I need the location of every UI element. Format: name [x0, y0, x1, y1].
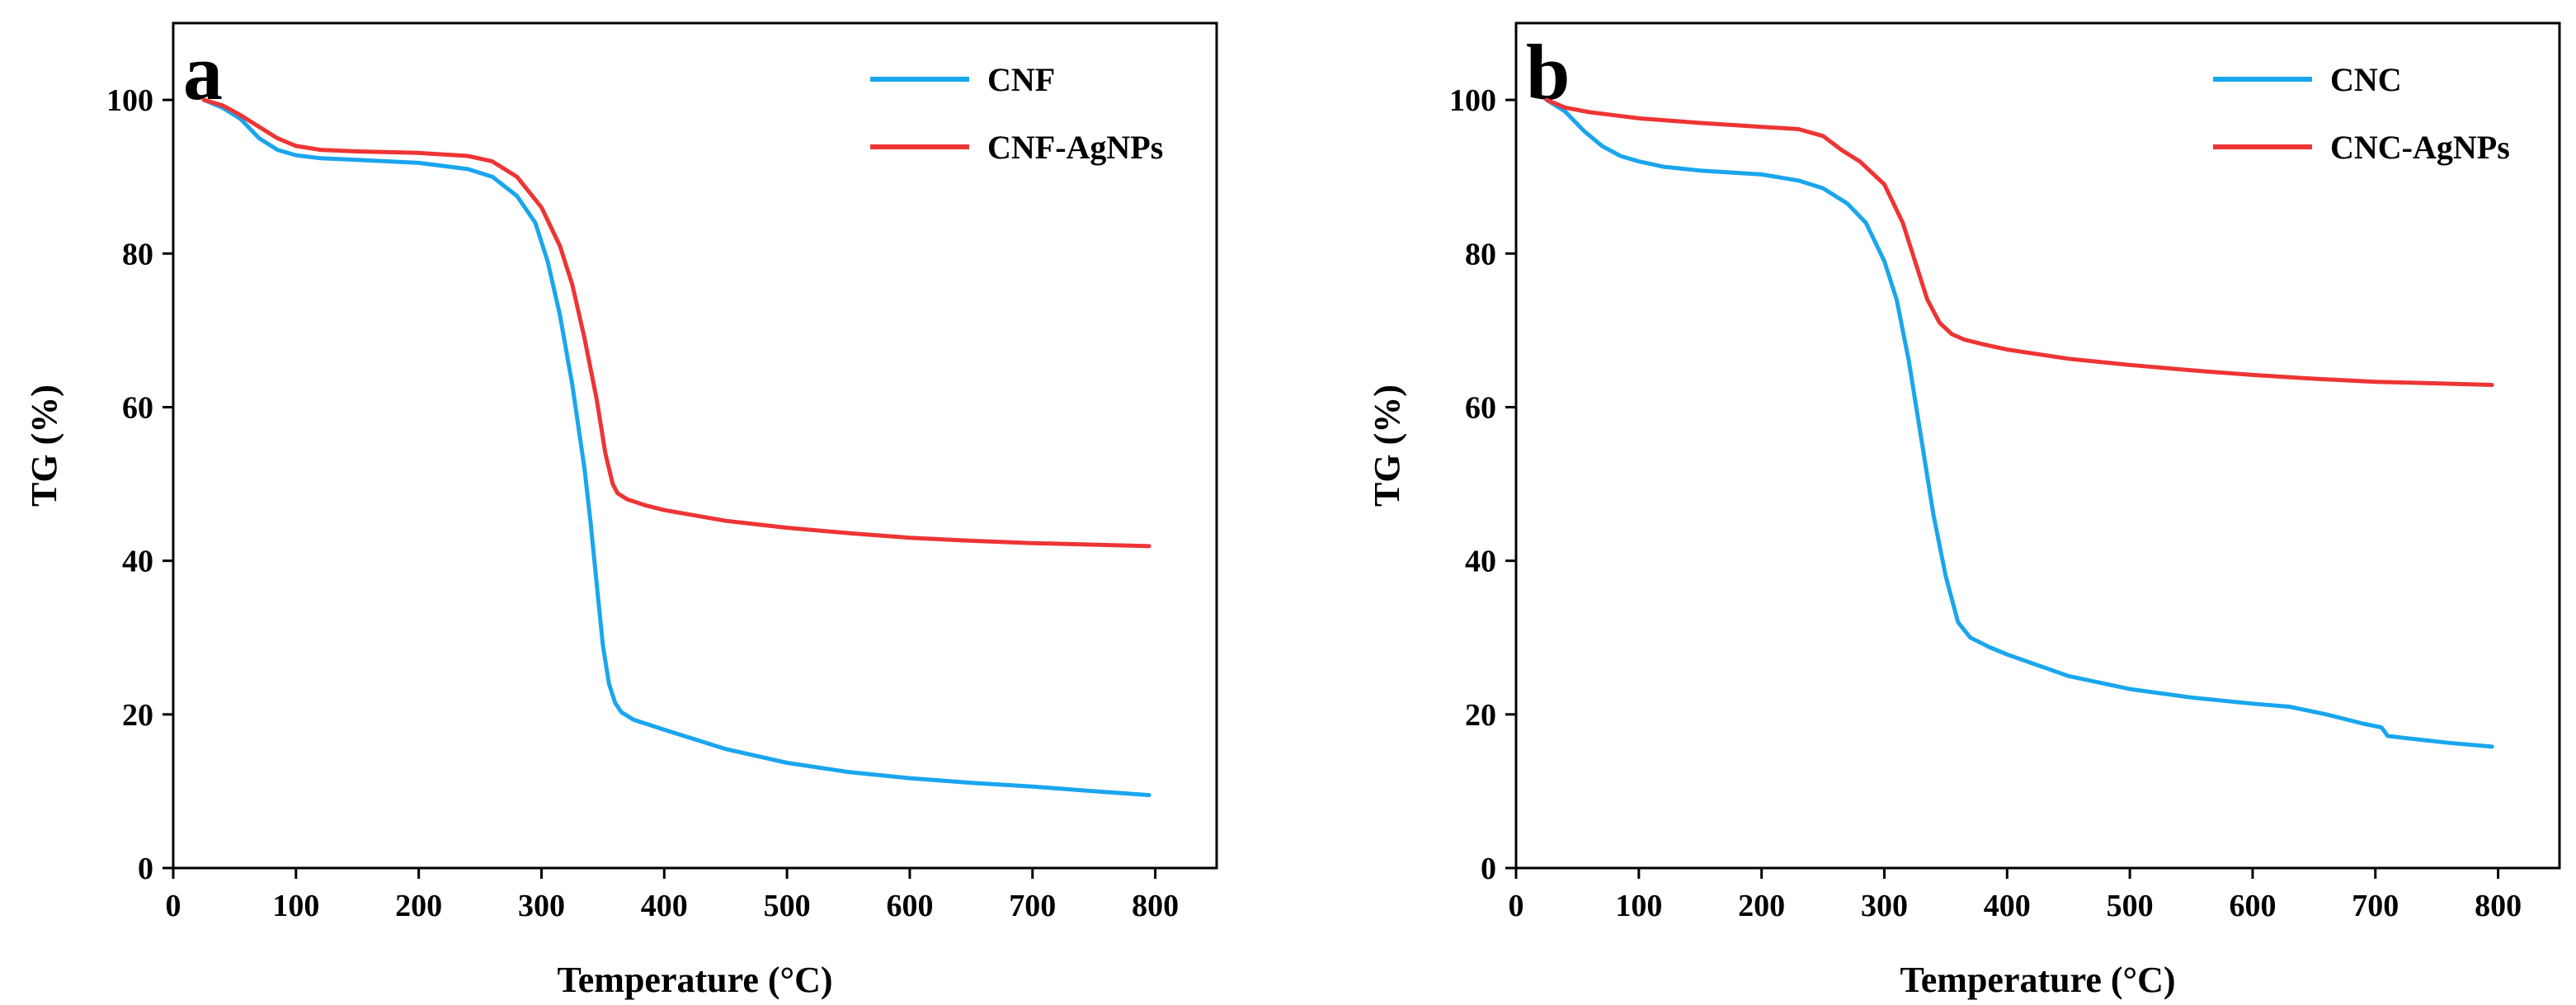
x-tick-label: 400: [1984, 889, 2031, 923]
x-tick-label: 200: [1738, 889, 1785, 923]
panel-a-chart: 0 100 200 300 400 500 600 700 800 0 20 40 60 80 100 Tem…: [24, 21, 1218, 1000]
x-tick-label: 300: [518, 889, 565, 923]
x-axis-title: Temperature (°C): [557, 960, 832, 1000]
y-tick-label: 100: [106, 83, 153, 118]
y-axis-title: TG (%): [24, 385, 64, 507]
y-axis-title: TG (%): [1367, 385, 1407, 507]
x-tick-label: 800: [2475, 889, 2522, 923]
x-tick-label: 400: [641, 889, 688, 923]
legend-label: CNF-AgNPs: [987, 129, 1163, 166]
x-tick-label: 600: [886, 889, 933, 923]
plot-frame: [172, 21, 1218, 870]
x-axis-title: Temperature (°C): [1900, 960, 2175, 1000]
legend-label: CNC-AgNPs: [2330, 129, 2510, 166]
y-tick-label: 100: [1449, 83, 1496, 118]
y-tick-label: 40: [1465, 545, 1496, 579]
series-line-cnc: [1544, 97, 2494, 749]
y-tick-label: 20: [122, 698, 153, 733]
x-tick-label: 700: [1009, 889, 1056, 923]
x-tick-label: 0: [166, 889, 181, 923]
x-tick-label: 100: [1615, 889, 1662, 923]
y-tick-label: 0: [138, 852, 153, 886]
y-tick-label: 0: [1481, 852, 1496, 886]
x-tick-label: 700: [2352, 889, 2399, 923]
y-tick-label: 40: [122, 545, 153, 579]
x-tick-label: 600: [2229, 889, 2276, 923]
x-tick-label: 500: [2107, 889, 2154, 923]
x-tick-label: 0: [1509, 889, 1524, 923]
x-tick-label: 300: [1861, 889, 1908, 923]
y-tick-label: 60: [122, 390, 153, 425]
legend-label: CNF: [987, 61, 1055, 98]
x-tick-label: 100: [272, 889, 319, 923]
series-line-cnc-agnps: [1544, 97, 2494, 387]
legend-label: CNC: [2330, 61, 2402, 98]
y-tick-label: 80: [122, 237, 153, 271]
x-tick-label: 200: [395, 889, 442, 923]
series-line-cnf: [201, 97, 1151, 798]
x-tick-label: 500: [764, 889, 811, 923]
x-tick-label: 800: [1132, 889, 1179, 923]
plot-frame: [1514, 21, 2561, 870]
y-tick-label: 60: [1465, 390, 1496, 425]
series-line-cnf-agnps: [201, 97, 1151, 549]
panel-b-chart: 0 100 200 300 400 500 600 700 800 0 20 40 60 80 100 Tem…: [1367, 21, 2561, 1000]
y-tick-label: 20: [1465, 698, 1496, 733]
y-tick-label: 80: [1465, 237, 1496, 271]
